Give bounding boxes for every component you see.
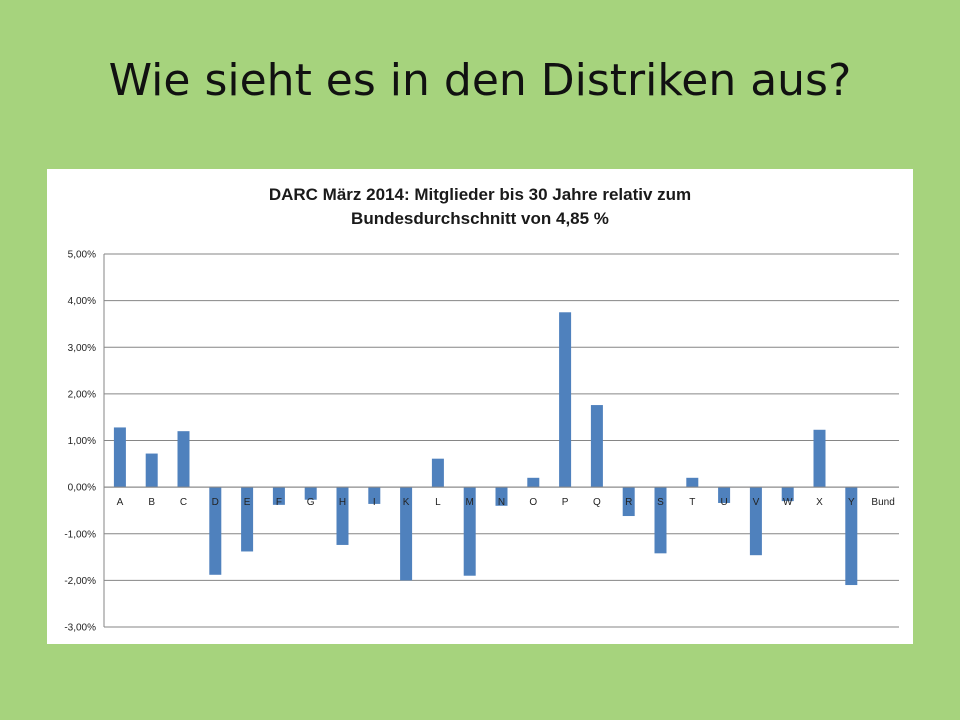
x-tick-label: B	[148, 497, 155, 508]
bar-y	[845, 487, 858, 586]
y-tick-label: 1,00%	[68, 436, 96, 447]
x-tick-label: L	[435, 497, 441, 508]
bar-d	[209, 487, 222, 575]
bar-k	[400, 487, 413, 581]
bar-s	[654, 487, 667, 554]
x-tick-label: P	[562, 497, 569, 508]
x-tick-label: D	[212, 497, 219, 508]
x-tick-label: W	[783, 497, 793, 508]
chart-frame: DARC März 2014: Mitglieder bis 30 Jahre …	[47, 169, 913, 644]
x-tick-label: O	[529, 497, 537, 508]
bar-c	[177, 431, 190, 488]
y-tick-label: 3,00%	[68, 343, 96, 354]
slide-title: Wie sieht es in den Distriken aus?	[108, 55, 852, 106]
bar-t	[686, 477, 699, 488]
x-tick-label: S	[657, 497, 664, 508]
bar-f	[272, 487, 285, 505]
x-tick-label: I	[373, 497, 376, 508]
x-tick-label: F	[276, 497, 282, 508]
bar-x	[813, 429, 826, 488]
chart-title: DARC März 2014: Mitglieder bis 30 Jahre …	[47, 183, 913, 231]
x-tick-label: Bund	[871, 497, 894, 508]
x-tick-label: U	[720, 497, 727, 508]
x-tick-label: R	[625, 497, 632, 508]
y-tick-label: -2,00%	[64, 576, 96, 587]
bar-g	[304, 487, 317, 500]
y-tick-label: 0,00%	[68, 483, 96, 494]
y-tick-label: -3,00%	[64, 623, 96, 634]
x-tick-label: E	[244, 497, 251, 508]
x-tick-label: N	[498, 497, 505, 508]
x-tick-label: A	[117, 497, 124, 508]
x-tick-label: X	[816, 497, 823, 508]
bar-h	[336, 487, 349, 545]
bar-l	[431, 458, 444, 488]
bar-u	[718, 487, 731, 503]
bar-o	[527, 477, 540, 488]
chart-title-line-1: DARC März 2014: Mitglieder bis 30 Jahre …	[268, 185, 692, 204]
bar-i	[368, 487, 381, 504]
x-tick-label: K	[403, 497, 410, 508]
bar-a	[113, 427, 126, 488]
bar-p	[559, 312, 572, 488]
bar-m	[463, 487, 476, 576]
x-tick-label: C	[180, 497, 187, 508]
x-tick-label: H	[339, 497, 346, 508]
x-tick-label: T	[689, 497, 695, 508]
chart-title-line-2: Bundesdurchschnitt von 4,85 %	[351, 209, 609, 228]
x-tick-label: Y	[848, 497, 855, 508]
y-tick-label: 2,00%	[68, 389, 96, 400]
bar-chart: 5,00% 4,00% 3,00% 2,00% 1,00% 0,00% -1,00% -2,0…	[64, 250, 899, 634]
bar-r	[622, 487, 635, 517]
bar-v	[749, 487, 762, 556]
x-tick-label: Q	[593, 497, 601, 508]
x-tick-label: M	[466, 497, 474, 508]
bar-e	[241, 487, 254, 552]
x-tick-label: G	[307, 497, 315, 508]
bar-b	[145, 453, 158, 488]
y-tick-label: 4,00%	[68, 296, 96, 307]
y-tick-label: -1,00%	[64, 529, 96, 540]
bar-n	[495, 487, 508, 506]
y-tick-label: 5,00%	[68, 250, 96, 261]
x-tick-label: V	[753, 497, 760, 508]
bar-q	[590, 405, 603, 488]
bar-w	[781, 487, 794, 502]
